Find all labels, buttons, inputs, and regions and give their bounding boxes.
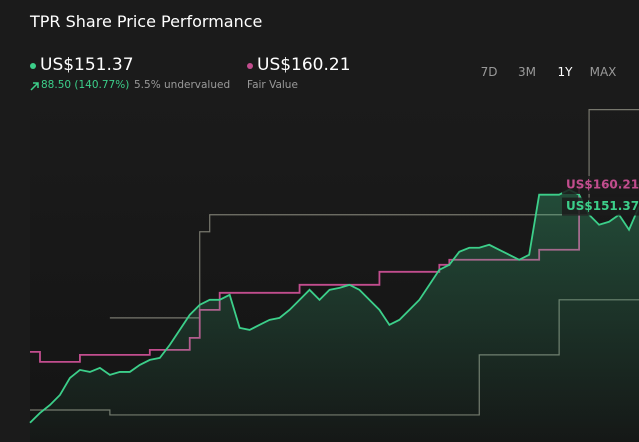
up-arrow bbox=[30, 82, 39, 91]
range-button[interactable]: 1Y bbox=[557, 65, 573, 79]
line bbox=[29, 188, 639, 424]
fair-value: US$160.21 bbox=[257, 55, 351, 75]
price: US$151.37 bbox=[40, 55, 134, 75]
price-area bbox=[30, 189, 639, 442]
range-button[interactable]: 3M bbox=[518, 65, 536, 79]
fair-value-label: Fair Value bbox=[247, 79, 298, 91]
price-dot bbox=[30, 63, 36, 69]
valuation: 5.5% undervalued bbox=[134, 79, 231, 91]
range-button[interactable]: 7D bbox=[480, 65, 498, 79]
end-label-bg bbox=[562, 175, 639, 194]
end-label: US$160.21 bbox=[566, 177, 639, 191]
end-label: US$151.37 bbox=[566, 199, 639, 213]
range-button[interactable]: MAX bbox=[589, 65, 617, 79]
price-change: 88.50 (140.77%) bbox=[41, 79, 130, 91]
title: TPR Share Price Performance bbox=[30, 12, 263, 31]
fair-value-dot bbox=[247, 63, 253, 69]
range-buttons: 7D 3M 1Y MAX bbox=[470, 65, 622, 79]
end-label-bg bbox=[562, 197, 639, 216]
